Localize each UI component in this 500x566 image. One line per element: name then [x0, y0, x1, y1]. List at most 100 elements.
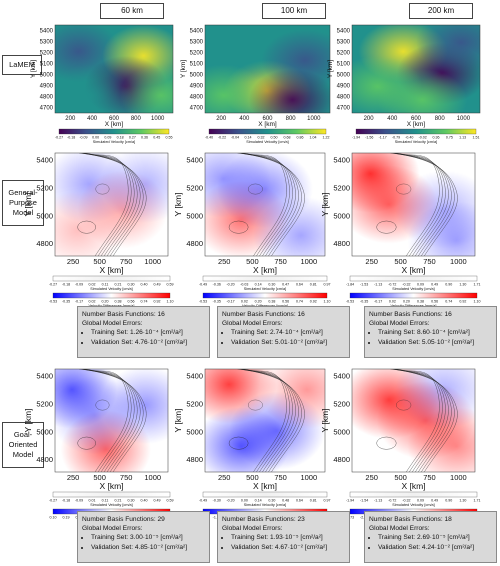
y-tick-label: 5000 — [36, 211, 53, 220]
colorbar — [52, 275, 171, 282]
colorbar-tick: -0.27 — [49, 283, 57, 287]
y-tick-label: 5300 — [337, 40, 351, 46]
info-nbf: Number Basis Functions: 16 — [222, 311, 305, 318]
x-tick-label: 200 — [364, 116, 375, 122]
colorbar-label: Simulated Velocity [cm/a] — [90, 503, 132, 507]
contour-line — [95, 183, 110, 195]
y-tick-label: 5200 — [190, 51, 204, 57]
colorbar-tick: -0.35 — [213, 300, 221, 304]
colorbar-label: Simulated Velocity [cm/a] — [392, 503, 434, 507]
colorbar-tick: -0.27 — [55, 136, 63, 140]
colorbar-tick: -1.53 — [360, 283, 368, 287]
lamem-panel-1: 4700 4800 4900 5000 5100 5200 5300 5400 200 400 60… — [180, 24, 331, 144]
y-tick-label: 5000 — [186, 211, 203, 220]
x-tick-label: 1000 — [144, 473, 161, 482]
colorbar-tick: -0.02 — [419, 136, 427, 140]
colorbar-tick: 0.92 — [459, 300, 466, 304]
x-axis-label: X [km] — [401, 481, 425, 491]
field-blob — [259, 369, 325, 429]
colorbar-tick: 1.30 — [459, 283, 466, 287]
y-tick-label: 4900 — [337, 84, 351, 90]
colorbar-tick: 0.49 — [431, 283, 438, 287]
lamem-field — [205, 25, 330, 113]
y-tick-label: 4800 — [190, 95, 204, 101]
y-tick-label: 5000 — [333, 211, 350, 220]
info-train: Training Set: 2.74·10⁻⁴ [cm²/a²] — [231, 328, 345, 337]
field-blob — [395, 369, 475, 429]
colorbar — [349, 491, 478, 498]
info-gme: Global Model Errors: — [222, 320, 283, 328]
x-tick-label: 500 — [93, 257, 106, 266]
x-tick-label: 400 — [387, 116, 398, 122]
info-val: Validation Set: 4.67·10⁻² [cm²/a²] — [231, 543, 345, 552]
field-blob — [407, 201, 475, 256]
colorbar-tick: -1.56 — [365, 136, 373, 140]
colorbar-tick: 0.48 — [282, 499, 289, 503]
x-tick-label: 1000 — [300, 473, 317, 482]
info-gme: Global Model Errors: — [369, 525, 430, 533]
x-tick-label: 500 — [394, 257, 407, 266]
colorbar-tick: -0.40 — [405, 136, 413, 140]
colorbar-tick: -0.22 — [218, 136, 226, 140]
contour-line — [228, 436, 249, 450]
contour-line — [79, 153, 147, 256]
lamem-field — [55, 25, 173, 113]
info-nbf: Number Basis Functions: 16 — [369, 311, 452, 318]
x-tick-label: 600 — [262, 116, 273, 122]
colorbar-tick: 0.21 — [115, 283, 122, 287]
y-tick-label: 5100 — [40, 62, 54, 68]
colorbar-tick: 0.01 — [89, 499, 96, 503]
y-axis-label: Y [km] — [173, 409, 183, 433]
colorbar-tick: 0.40 — [141, 283, 148, 287]
x-axis-label: X [km] — [407, 121, 426, 128]
contour-line — [83, 153, 135, 256]
y-tick-label: 4700 — [337, 106, 351, 112]
x-tick-label: 1000 — [450, 473, 467, 482]
y-tick-label: 5400 — [36, 372, 53, 381]
colorbar-tick: 0.74 — [445, 300, 452, 304]
colorbar-tick: 0.09 — [417, 283, 424, 287]
colorbar-tick: -0.36 — [213, 283, 221, 287]
contour-line — [243, 369, 287, 472]
colorbar-tick: -0.04 — [231, 136, 239, 140]
x-tick-label: 600 — [109, 116, 120, 122]
colorbar-tick: 0.27 — [129, 136, 136, 140]
contour-line — [85, 153, 129, 256]
panel-frame — [204, 152, 326, 257]
lamem-field — [352, 25, 480, 113]
colorbar-tick: 0.09 — [417, 499, 424, 503]
contour-line — [84, 369, 132, 472]
colorbar-tick: 0.64 — [296, 283, 303, 287]
colorbar-tick: 1.10 — [474, 300, 481, 304]
y-axis-label: Y [km] — [327, 60, 334, 78]
gp-panel-1: 4800 5000 5200 5400 250 500 750 1000 X [km] Y [km… — [173, 152, 331, 308]
colorbar-tick: 0.00 — [92, 136, 99, 140]
x-tick-label: 500 — [246, 257, 259, 266]
gp-panel-0: 4800 5000 5200 5400 250 500 750 1000 X [km] Y [km… — [23, 152, 174, 308]
colorbar-tick: 0.81 — [310, 499, 317, 503]
colorbar — [58, 128, 170, 135]
x-tick-label: 750 — [274, 473, 287, 482]
colorbar-tick: -0.20 — [226, 283, 234, 287]
y-tick-label: 5300 — [190, 40, 204, 46]
panel-frame — [204, 368, 326, 473]
info-val: Validation Set: 4.24·10⁻² [cm²/a²] — [378, 543, 492, 552]
colorbar-tick: 0.02 — [241, 300, 248, 304]
colorbar-tick: -0.53 — [346, 300, 354, 304]
colorbar-tick: -0.32 — [402, 499, 410, 503]
contour-line — [247, 183, 263, 195]
y-axis-label: Y [km] — [23, 409, 33, 433]
contour-line — [83, 369, 135, 472]
y-axis-label: Y [km] — [173, 193, 183, 217]
x-tick-label: 500 — [394, 473, 407, 482]
info-gme: Global Model Errors: — [222, 525, 283, 533]
y-tick-label: 5400 — [186, 156, 203, 165]
row-label-general-purpose: General-Purpose Model — [2, 180, 44, 226]
contour-line — [81, 369, 141, 472]
info-val: Validation Set: 5.01·10⁻² [cm²/a²] — [231, 338, 345, 347]
colorbar-tick: 0.20 — [102, 300, 109, 304]
x-tick-label: 750 — [120, 257, 133, 266]
colorbar — [52, 292, 171, 299]
info-box-go-100km: Number Basis Functions: 23 Global Model … — [217, 511, 350, 563]
field-blob — [248, 69, 330, 113]
